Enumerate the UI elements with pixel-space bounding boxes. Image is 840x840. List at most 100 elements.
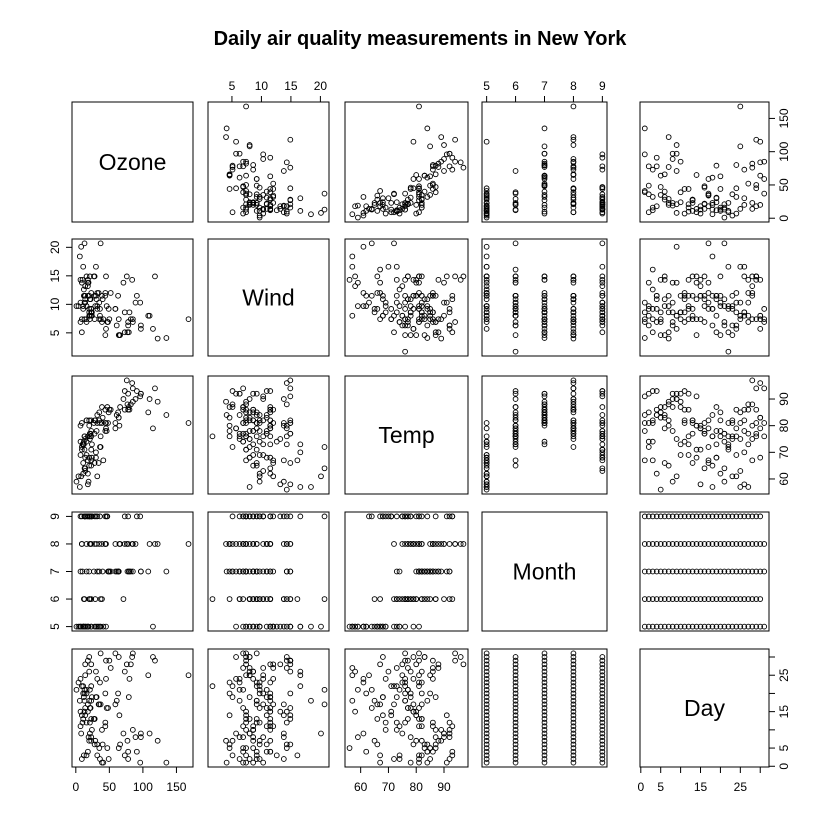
point	[410, 654, 417, 660]
point	[81, 292, 88, 299]
point	[449, 723, 456, 730]
point	[749, 401, 756, 408]
point	[363, 303, 370, 309]
point	[346, 745, 353, 751]
point	[185, 420, 192, 426]
point	[745, 290, 752, 296]
tick-label: 15	[694, 780, 708, 794]
point	[374, 273, 381, 280]
point	[77, 422, 84, 429]
tick-label: 8	[48, 540, 62, 547]
point	[713, 454, 720, 461]
point	[661, 568, 668, 575]
point	[717, 332, 724, 338]
point	[669, 541, 676, 547]
point	[277, 623, 284, 630]
point	[253, 541, 260, 547]
point	[83, 686, 90, 693]
point	[81, 694, 87, 700]
point	[757, 316, 764, 323]
point	[209, 683, 216, 690]
point	[689, 541, 696, 547]
point	[407, 303, 414, 309]
point	[226, 741, 233, 748]
point	[681, 388, 688, 394]
point	[649, 329, 656, 336]
point	[267, 596, 274, 602]
point	[669, 309, 676, 316]
point	[512, 309, 519, 316]
point	[512, 319, 519, 325]
point	[150, 623, 156, 630]
point	[360, 679, 367, 686]
point	[229, 166, 236, 173]
point	[599, 712, 606, 719]
point	[410, 138, 417, 145]
point	[483, 312, 490, 319]
point	[512, 679, 519, 686]
point	[599, 306, 606, 312]
point	[243, 398, 249, 405]
point	[697, 623, 704, 630]
point	[512, 322, 519, 329]
point	[102, 420, 109, 426]
diagonal-label-day: Day	[684, 695, 725, 721]
tick-label: 100	[133, 780, 153, 794]
point	[413, 596, 420, 602]
point	[729, 332, 736, 338]
point	[260, 433, 267, 440]
point	[725, 209, 732, 216]
point	[512, 292, 519, 299]
point	[366, 513, 372, 520]
point	[689, 596, 696, 602]
point	[570, 665, 577, 671]
point	[402, 541, 408, 547]
point	[729, 420, 736, 426]
point	[402, 679, 408, 686]
point	[541, 335, 548, 341]
point	[99, 759, 105, 766]
point	[283, 719, 290, 726]
point	[541, 204, 548, 211]
point	[452, 158, 458, 165]
point	[438, 737, 445, 744]
point	[78, 541, 85, 547]
point	[318, 210, 324, 216]
point	[441, 156, 447, 162]
point	[512, 726, 519, 733]
point	[721, 322, 728, 329]
point	[512, 705, 519, 711]
point	[287, 197, 294, 204]
point	[283, 708, 290, 715]
point	[125, 329, 132, 336]
point	[416, 189, 422, 196]
point	[512, 433, 519, 440]
point	[267, 716, 274, 722]
point	[685, 513, 692, 520]
point	[267, 690, 274, 697]
point	[416, 316, 422, 323]
point	[641, 393, 648, 400]
point	[287, 481, 294, 488]
point	[541, 306, 548, 312]
point	[129, 650, 136, 657]
point	[541, 316, 548, 323]
point	[374, 741, 381, 748]
point	[287, 430, 294, 437]
point	[541, 665, 548, 671]
point	[541, 303, 548, 309]
point	[641, 457, 648, 464]
point	[94, 676, 101, 682]
point	[297, 208, 304, 214]
point	[757, 596, 764, 602]
point	[100, 457, 107, 464]
point	[393, 276, 400, 283]
point	[697, 316, 704, 323]
point	[693, 422, 700, 429]
point	[721, 204, 728, 211]
point	[418, 690, 425, 697]
point	[99, 292, 105, 299]
point	[653, 306, 660, 312]
point	[599, 657, 606, 664]
point	[661, 276, 668, 283]
